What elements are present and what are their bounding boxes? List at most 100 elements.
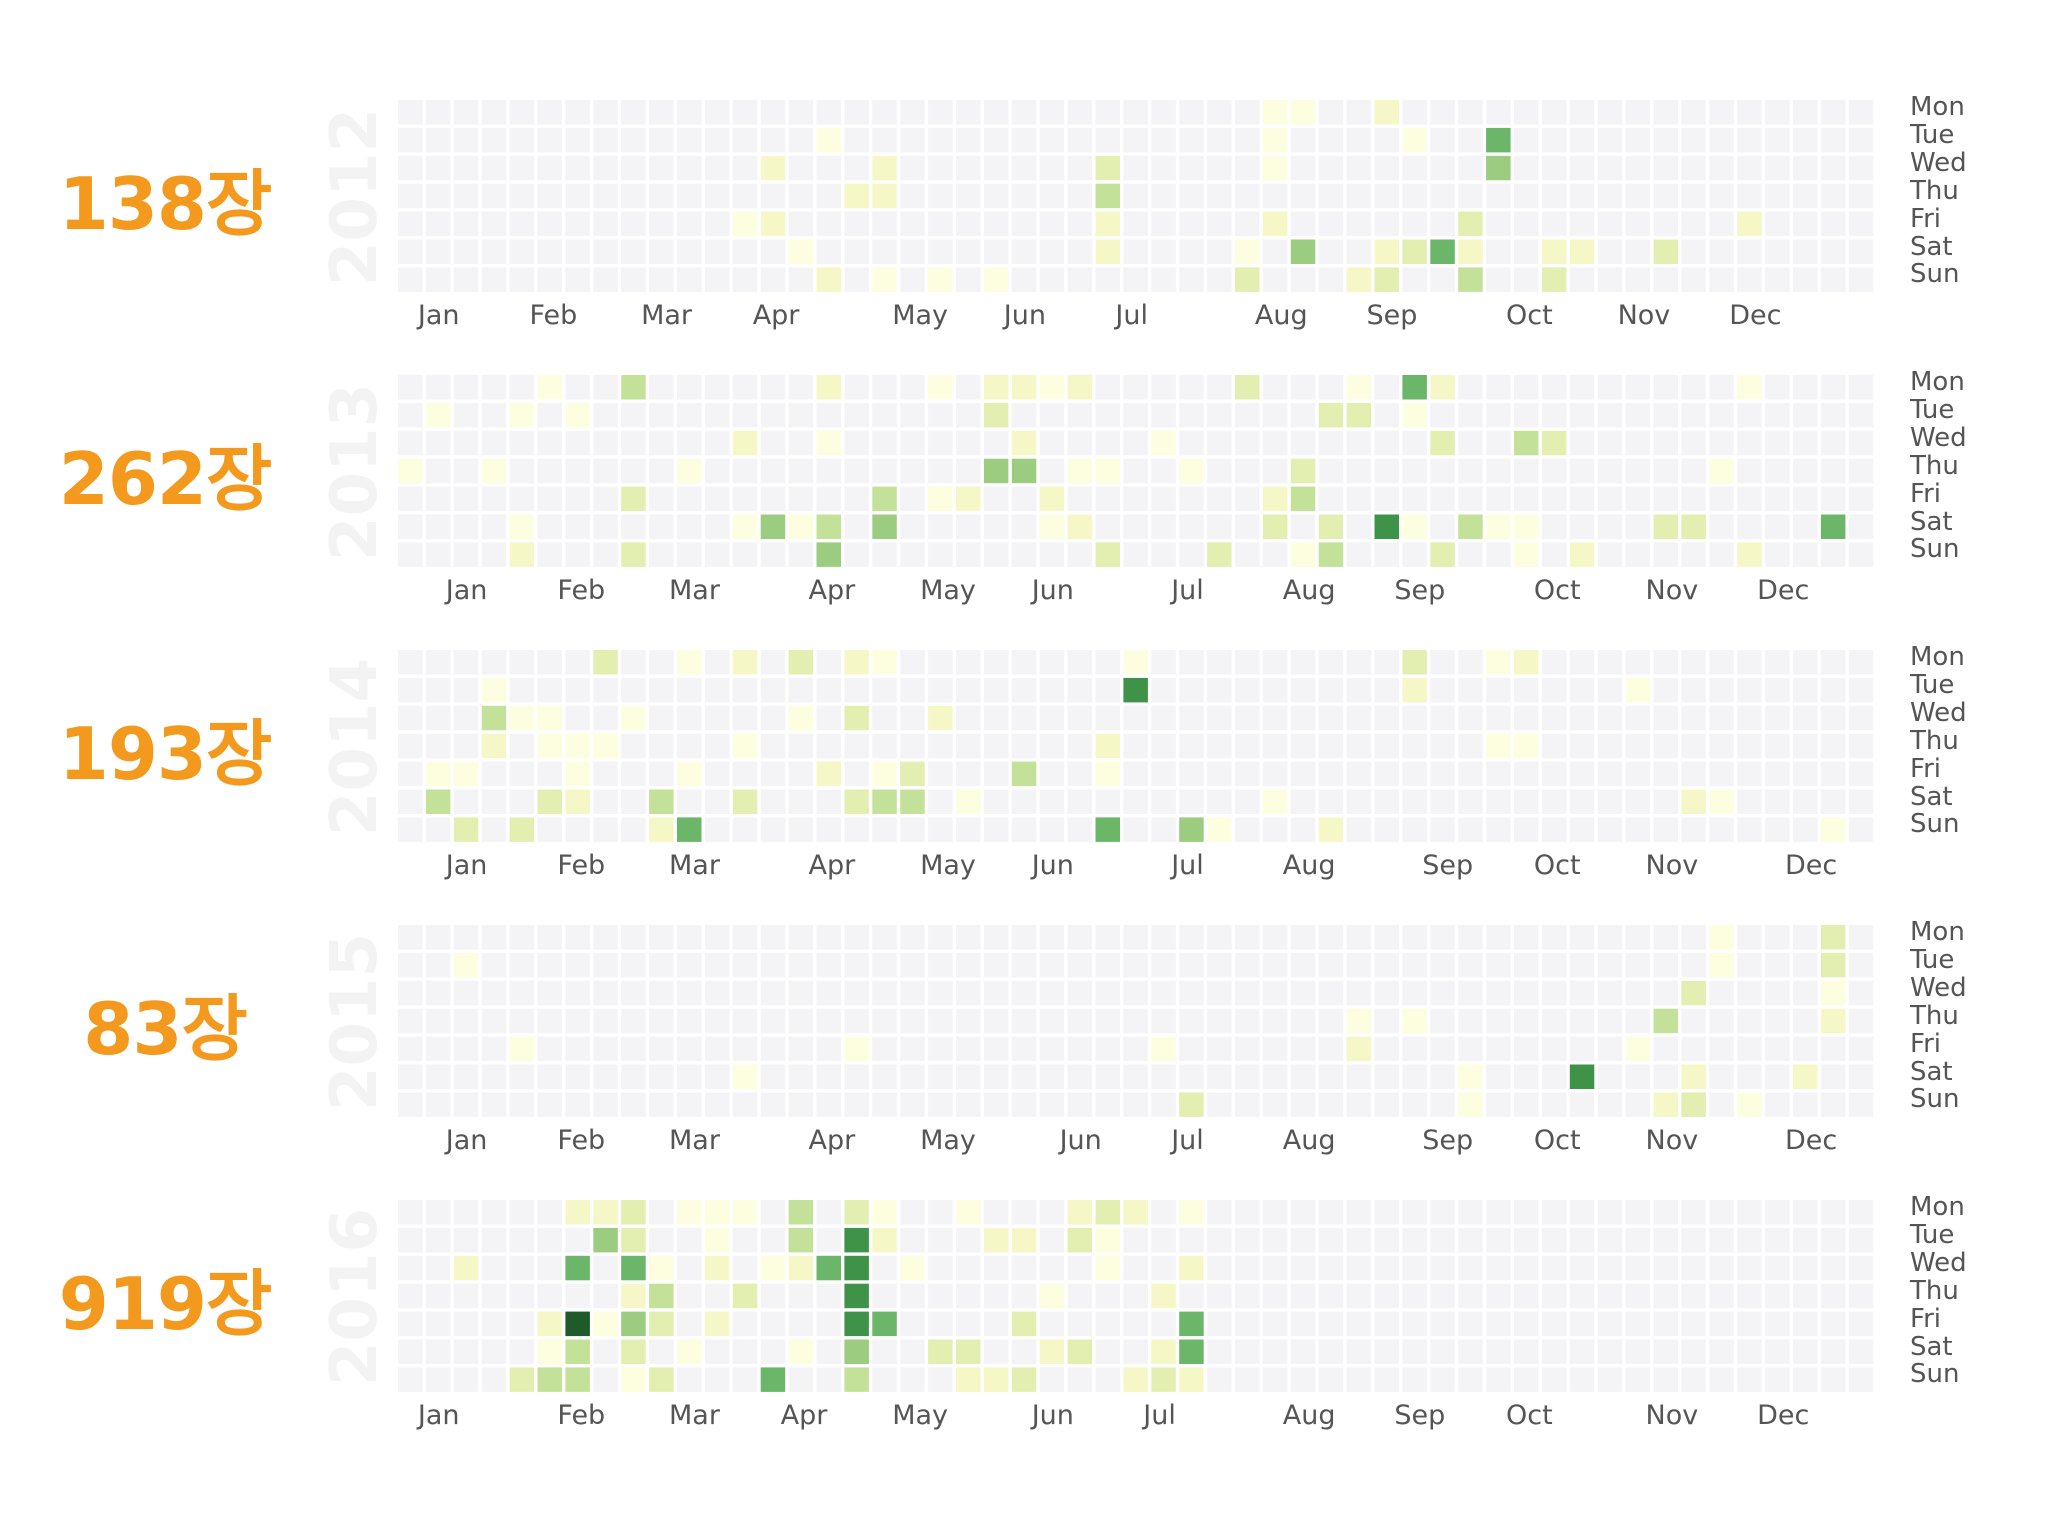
day-cell	[649, 1255, 674, 1281]
day-cell	[1486, 1311, 1511, 1337]
day-cell	[1318, 1255, 1344, 1281]
day-cell	[1011, 705, 1037, 731]
day-cell	[983, 789, 1009, 814]
day-cell	[1848, 1008, 1874, 1034]
day-cell	[481, 1064, 507, 1089]
day-cell	[1374, 486, 1399, 512]
day-cell	[1569, 239, 1595, 264]
day-cell	[1653, 267, 1678, 292]
day-cell	[537, 155, 562, 181]
day-cell	[1151, 1064, 1176, 1089]
day-cell	[1793, 127, 1818, 153]
day-cell	[593, 1036, 618, 1062]
day-cell	[1430, 155, 1455, 181]
day-cell	[1095, 925, 1120, 950]
day-cell	[1820, 1255, 1846, 1281]
day-cell	[1820, 239, 1846, 264]
day-cell	[928, 402, 953, 428]
day-cell	[649, 183, 674, 209]
day-cell	[1793, 239, 1818, 264]
day-cell	[816, 733, 841, 759]
day-cell	[1458, 267, 1483, 292]
day-cell	[1151, 514, 1176, 539]
day-cell	[1179, 458, 1204, 484]
day-cell	[398, 1283, 423, 1309]
day-cell	[1235, 1283, 1260, 1309]
day-cell	[1402, 733, 1427, 759]
day-cell	[649, 486, 674, 512]
day-cell	[1346, 211, 1372, 237]
day-cell	[1095, 375, 1120, 400]
day-cell	[1207, 650, 1232, 675]
day-cell	[565, 980, 590, 1006]
day-cell	[928, 789, 953, 814]
weekday-label-sat: Sat	[1910, 1056, 1953, 1087]
day-cell	[537, 239, 562, 264]
day-cell	[1262, 1339, 1288, 1364]
day-cell	[1709, 375, 1734, 400]
day-cell	[621, 1339, 646, 1364]
day-cell	[1569, 761, 1595, 787]
weekday-label-sun: Sun	[1910, 259, 1960, 290]
day-cell	[1235, 542, 1260, 567]
day-cell	[1011, 402, 1037, 428]
day-cell	[425, 1255, 451, 1281]
day-cell	[1067, 127, 1093, 153]
day-cell	[1486, 1339, 1511, 1364]
day-cell	[1569, 1092, 1595, 1117]
day-cell	[1067, 761, 1093, 787]
day-cell	[1709, 267, 1734, 292]
day-cell	[565, 486, 590, 512]
day-cell	[1709, 1283, 1734, 1309]
day-cell	[1207, 705, 1232, 731]
day-cell	[1235, 1036, 1260, 1062]
day-cell	[677, 980, 702, 1006]
day-cell	[956, 925, 981, 950]
day-cell	[983, 211, 1009, 237]
day-cell	[983, 1339, 1009, 1364]
day-cell	[1346, 952, 1372, 978]
day-cell	[983, 1036, 1009, 1062]
day-cell	[1011, 211, 1037, 237]
day-cell	[844, 925, 869, 950]
day-cell	[1820, 514, 1846, 539]
day-cell	[928, 761, 953, 787]
day-cell	[1514, 925, 1539, 950]
day-cell	[760, 239, 786, 264]
day-cell	[1207, 127, 1232, 153]
day-cell	[425, 239, 451, 264]
day-cell	[1653, 375, 1678, 400]
day-cell	[677, 1283, 702, 1309]
day-cell	[537, 1092, 562, 1117]
day-cell	[1597, 486, 1623, 512]
day-cell	[1402, 100, 1427, 125]
day-cell	[1820, 100, 1846, 125]
day-cell	[1737, 1036, 1762, 1062]
day-cell	[1514, 761, 1539, 787]
day-cell	[983, 1008, 1009, 1034]
day-cell	[1681, 486, 1706, 512]
day-cell	[1151, 1008, 1176, 1034]
day-cell	[1709, 1311, 1734, 1337]
day-cell	[398, 1036, 423, 1062]
day-cell	[398, 155, 423, 181]
day-cell	[983, 542, 1009, 567]
day-cell	[1067, 733, 1093, 759]
day-cell	[565, 733, 590, 759]
day-cell	[509, 733, 535, 759]
day-cell	[1569, 677, 1595, 703]
month-label-may: May	[920, 575, 976, 606]
day-cell	[565, 183, 590, 209]
day-cell	[900, 1283, 925, 1309]
day-cell	[1290, 733, 1316, 759]
day-cell	[1514, 733, 1539, 759]
day-cell	[621, 458, 646, 484]
day-cell	[1793, 514, 1818, 539]
day-cell	[1681, 1036, 1706, 1062]
day-cell	[677, 430, 702, 456]
month-label-aug: Aug	[1282, 1400, 1336, 1431]
day-cell	[1262, 155, 1288, 181]
day-cell	[1793, 1339, 1818, 1364]
day-cell	[1235, 1092, 1260, 1117]
day-cell	[1123, 430, 1148, 456]
